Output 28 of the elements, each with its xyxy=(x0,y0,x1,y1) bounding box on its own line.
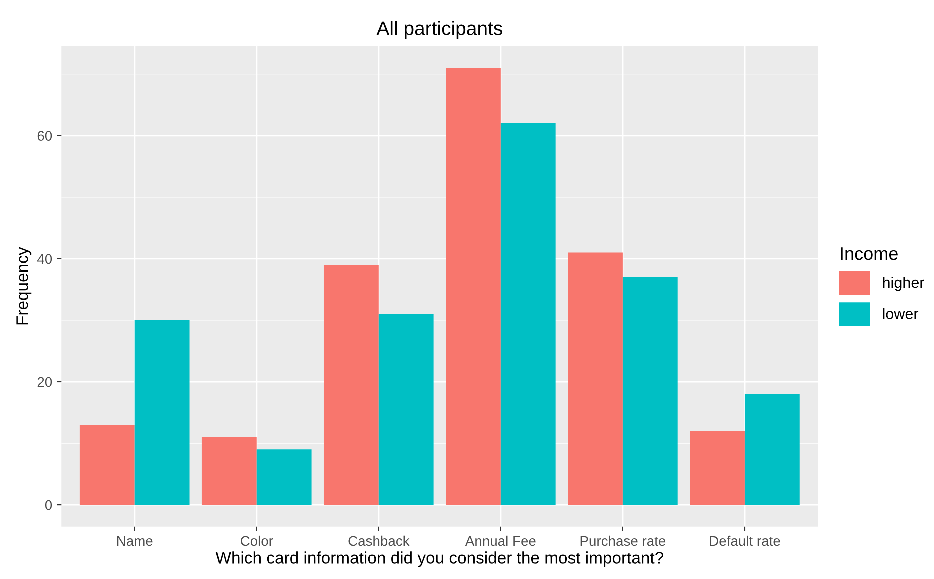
bar xyxy=(568,252,623,506)
y-tick-label: 20 xyxy=(38,377,52,388)
y-tick-label: 60 xyxy=(38,131,52,142)
bar xyxy=(80,425,135,506)
bar xyxy=(622,277,678,506)
x-axis-title: Which card information did you consider the most important? xyxy=(216,552,664,568)
x-tick-label: Name xyxy=(117,536,153,546)
x-tick-label: Default rate xyxy=(710,536,780,546)
bar xyxy=(202,437,257,506)
legend-label: lower xyxy=(883,308,919,320)
y-tick-label: 40 xyxy=(37,254,52,264)
bar xyxy=(134,320,190,506)
bar xyxy=(446,68,501,506)
x-tick-label: Annual Fee xyxy=(465,536,536,546)
chart-title: All participants xyxy=(376,21,502,40)
bar xyxy=(690,431,745,506)
legend-label: higher xyxy=(883,277,924,292)
y-tick-label: 0 xyxy=(45,500,52,510)
bar xyxy=(744,394,800,506)
bar xyxy=(378,314,434,506)
bar xyxy=(324,265,379,506)
x-tick-label: Cashback xyxy=(348,536,410,546)
bar xyxy=(500,124,556,506)
y-axis-title: Frequency xyxy=(16,247,32,325)
legend-title: Income xyxy=(841,248,898,260)
bar xyxy=(256,450,312,506)
x-tick-label: Purchase rate xyxy=(580,536,666,546)
x-tick-label: Color xyxy=(240,536,274,546)
